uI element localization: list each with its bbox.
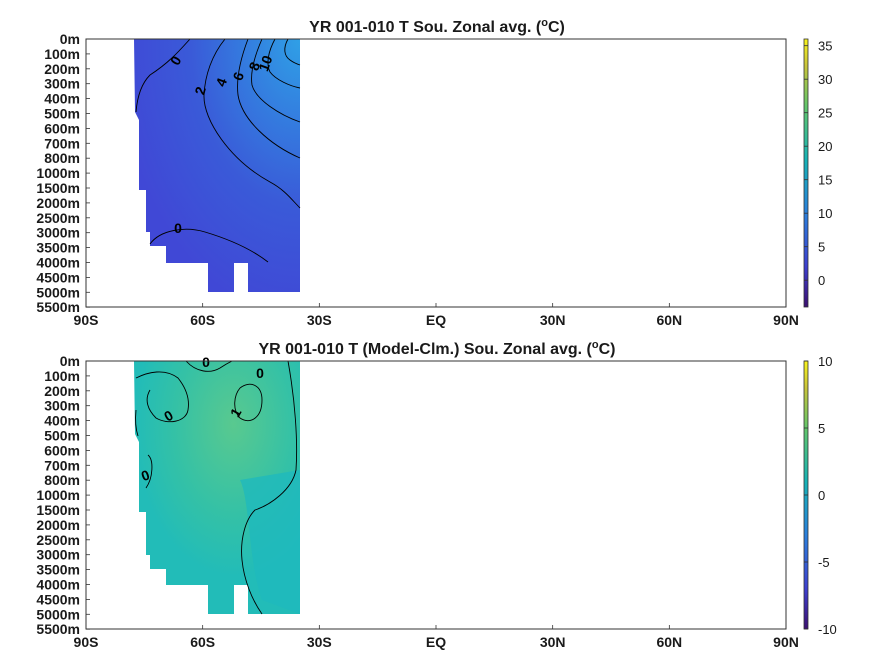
y-tick-label: 5000m — [36, 606, 80, 622]
y-tick-label: 5500m — [36, 299, 80, 315]
x-tick-label: EQ — [426, 634, 446, 650]
y-tick-label: 4000m — [36, 577, 80, 593]
colorbar-tick-label: 10 — [818, 206, 832, 221]
y-tick-label: 300m — [44, 398, 80, 414]
panel1-data-field — [134, 39, 300, 292]
x-tick-label: 30N — [540, 312, 566, 328]
y-tick-label: 2500m — [36, 210, 80, 226]
y-tick-label: 100m — [44, 368, 80, 384]
colorbar-tick-label: 10 — [818, 354, 832, 369]
x-tick-label: 60N — [656, 312, 682, 328]
y-tick-label: 2000m — [36, 195, 80, 211]
contour-label: 2 — [191, 85, 209, 97]
y-tick-label: 400m — [44, 91, 80, 107]
y-tick-label: 200m — [44, 61, 80, 77]
x-tick-label: 90N — [773, 312, 799, 328]
panel1-contours — [135, 38, 301, 263]
panel1-title: YR 001-010 T Sou. Zonal avg. (oC) — [309, 17, 565, 36]
y-tick-label: 800m — [44, 150, 80, 166]
x-tick-label: 60S — [190, 634, 215, 650]
y-tick-label: 2000m — [36, 517, 80, 533]
x-tick-label: 30S — [307, 312, 332, 328]
panel1-x-ticks: 90S 60S 30S EQ 30N 60N 90N — [74, 303, 799, 328]
x-tick-label: 30S — [307, 634, 332, 650]
y-tick-label: 500m — [44, 428, 80, 444]
colorbar-tick-label: 0 — [818, 273, 825, 288]
colorbar-tick-label: 5 — [818, 421, 825, 436]
colorbar-tick-label: -5 — [818, 555, 830, 570]
temperature-panel: YR 001-010 T Sou. Zonal avg. (oC) 024 681… — [36, 17, 832, 328]
y-tick-label: 100m — [44, 46, 80, 62]
colorbar-tick-label: 35 — [818, 39, 832, 54]
y-tick-label: 2500m — [36, 532, 80, 548]
x-tick-label: 60N — [656, 634, 682, 650]
y-tick-label: 0m — [60, 31, 80, 47]
panel1-colorbar — [803, 38, 809, 308]
y-tick-label: 4500m — [36, 591, 80, 607]
colorbar-tick-label: 15 — [818, 173, 832, 188]
panel2-data-field — [134, 361, 300, 614]
colorbar-tick-label: 20 — [818, 139, 832, 154]
y-tick-label: 3500m — [36, 240, 80, 256]
panel2-colorbar-ticks: 10 5 0 -5 -10 — [804, 354, 837, 637]
contour-label: 10 — [255, 53, 275, 73]
y-tick-label: 0m — [60, 353, 80, 369]
anomaly-panel: YR 001-010 T (Model-Clm.) Sou. Zonal avg… — [36, 339, 836, 650]
x-tick-label: 90S — [74, 312, 99, 328]
colorbar-tick-label: 5 — [818, 240, 825, 255]
panel2-y-ticks: 0m100m200m300m400m500m600m700m800m1000m1… — [36, 353, 90, 637]
y-tick-label: 3500m — [36, 562, 80, 578]
panel1-colorbar-ticks: 35 30 25 20 15 10 5 0 — [804, 39, 832, 288]
y-tick-label: 600m — [44, 120, 80, 136]
x-tick-label: 90N — [773, 634, 799, 650]
contour-label: 0 — [256, 365, 264, 381]
contour-label: 0 — [202, 354, 210, 370]
y-tick-label: 4500m — [36, 269, 80, 285]
colorbar-tick-label: 25 — [818, 106, 832, 121]
y-tick-label: 5500m — [36, 621, 80, 637]
y-tick-label: 4000m — [36, 255, 80, 271]
y-tick-label: 200m — [44, 383, 80, 399]
y-tick-label: 1000m — [36, 165, 80, 181]
y-tick-label: 3000m — [36, 225, 80, 241]
y-tick-label: 1500m — [36, 180, 80, 196]
y-tick-label: 700m — [44, 135, 80, 151]
y-tick-label: 3000m — [36, 547, 80, 563]
y-tick-label: 300m — [44, 76, 80, 92]
y-tick-label: 1000m — [36, 487, 80, 503]
y-tick-label: 400m — [44, 413, 80, 429]
y-tick-label: 700m — [44, 457, 80, 473]
panel2-contours — [135, 360, 298, 615]
x-tick-label: EQ — [426, 312, 446, 328]
y-tick-label: 500m — [44, 106, 80, 122]
colorbar-tick-label: -10 — [818, 622, 837, 637]
contour-label: 0 — [174, 220, 182, 236]
panel2-x-ticks: 90S 60S 30S EQ 30N 60N 90N — [74, 625, 799, 650]
y-tick-label: 5000m — [36, 284, 80, 300]
y-tick-label: 800m — [44, 472, 80, 488]
x-tick-label: 60S — [190, 312, 215, 328]
panel2-title: YR 001-010 T (Model-Clm.) Sou. Zonal avg… — [258, 339, 615, 358]
colorbar-tick-label: 30 — [818, 72, 832, 87]
y-tick-label: 1500m — [36, 502, 80, 518]
x-tick-label: 90S — [74, 634, 99, 650]
x-tick-label: 30N — [540, 634, 566, 650]
panel1-y-ticks: 0m100m200m300m400m500m600m700m800m1000m1… — [36, 31, 90, 315]
colorbar-tick-label: 0 — [818, 488, 825, 503]
y-tick-label: 600m — [44, 442, 80, 458]
